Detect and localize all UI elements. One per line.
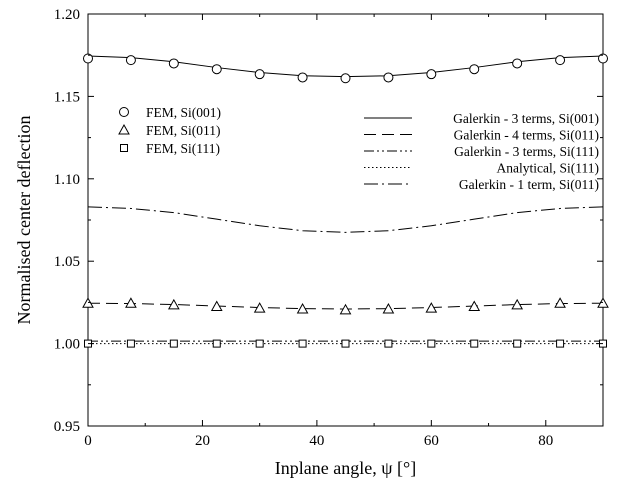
x-tick-label: 80 (538, 433, 553, 449)
circle-marker (254, 69, 265, 80)
legend-label-galerkin-1-term-si-011: Galerkin - 1 term, Si(011) (459, 177, 599, 192)
y-tick-label: 1.10 (54, 172, 80, 188)
circle-marker (512, 58, 523, 69)
square-marker (255, 339, 264, 348)
x-tick-label: 20 (195, 433, 210, 449)
triangle-marker (167, 298, 180, 310)
legend-square-symbol (120, 144, 128, 152)
y-tick-label: 1.00 (54, 337, 80, 353)
circle-marker (555, 55, 566, 66)
legend-circle-symbol (119, 107, 129, 117)
circle-marker (469, 64, 480, 75)
legend-label-galerkin-4-terms-si-011: Galerkin - 4 terms, Si(011) (454, 128, 599, 143)
circle-marker (598, 53, 608, 64)
triangle-marker (425, 302, 438, 313)
square-marker (513, 339, 522, 348)
square-marker (298, 339, 307, 348)
square-marker (556, 339, 565, 348)
y-axis-title: Normalised center deflection (14, 116, 34, 325)
y-tick-label: 1.20 (54, 7, 80, 23)
series-markers (82, 53, 609, 348)
legend-label-galerkin-3-terms-si-001: Galerkin - 3 terms, Si(001) (453, 111, 599, 126)
circle-marker (125, 55, 136, 66)
circle-marker (383, 72, 394, 83)
x-tick-label: 40 (309, 433, 324, 449)
legend-label-galerkin-3-terms-si-111: Galerkin - 3 terms, Si(111) (454, 144, 599, 159)
square-marker (470, 339, 479, 348)
triangle-marker (511, 298, 524, 310)
circle-marker (426, 69, 437, 80)
y-tick-label: 1.05 (54, 254, 80, 270)
square-marker (212, 339, 221, 348)
triangle-marker (253, 302, 266, 313)
x-tick-label: 0 (84, 433, 92, 449)
square-marker (341, 339, 350, 348)
axis-ticks: 0 20 40 60 80 0.95 1.00 1.05 1.10 1.15 1.20 (54, 7, 603, 449)
legend-label-analytical-si-111: Analytical, Si(111) (497, 161, 599, 176)
circle-marker (340, 73, 351, 84)
triangle-marker (339, 303, 352, 315)
triangle-marker (468, 300, 481, 312)
circle-marker (297, 72, 308, 83)
square-marker (427, 339, 436, 348)
triangle-marker (125, 297, 137, 308)
square-marker (169, 339, 178, 348)
x-axis-title: Inplane angle, ψ [°] (275, 458, 416, 478)
series-line-galerkin-1-term-si-011 (87, 206, 604, 233)
triangle-marker (210, 300, 223, 312)
y-tick-label: 1.15 (54, 89, 80, 105)
circle-marker (211, 64, 222, 75)
square-marker (126, 339, 135, 348)
triangle-marker (554, 297, 566, 308)
x-tick-label: 60 (424, 433, 439, 449)
series-lines (87, 55, 604, 345)
legend-label-fem-si-111: FEM, Si(111) (146, 141, 220, 156)
legend: FEM, Si(001) FEM, Si(011) FEM, Si(111) Gale… (118, 105, 599, 192)
legend-label-fem-si-011: FEM, Si(011) (146, 123, 221, 138)
triangle-marker (382, 302, 395, 314)
legend-triangle-symbol (118, 123, 130, 135)
circle-marker (168, 58, 179, 69)
square-marker (384, 339, 393, 348)
legend-label-fem-si-001: FEM, Si(001) (146, 105, 221, 120)
circle-marker (83, 53, 93, 64)
y-tick-label: 0.95 (54, 419, 80, 435)
triangle-marker (296, 302, 309, 314)
